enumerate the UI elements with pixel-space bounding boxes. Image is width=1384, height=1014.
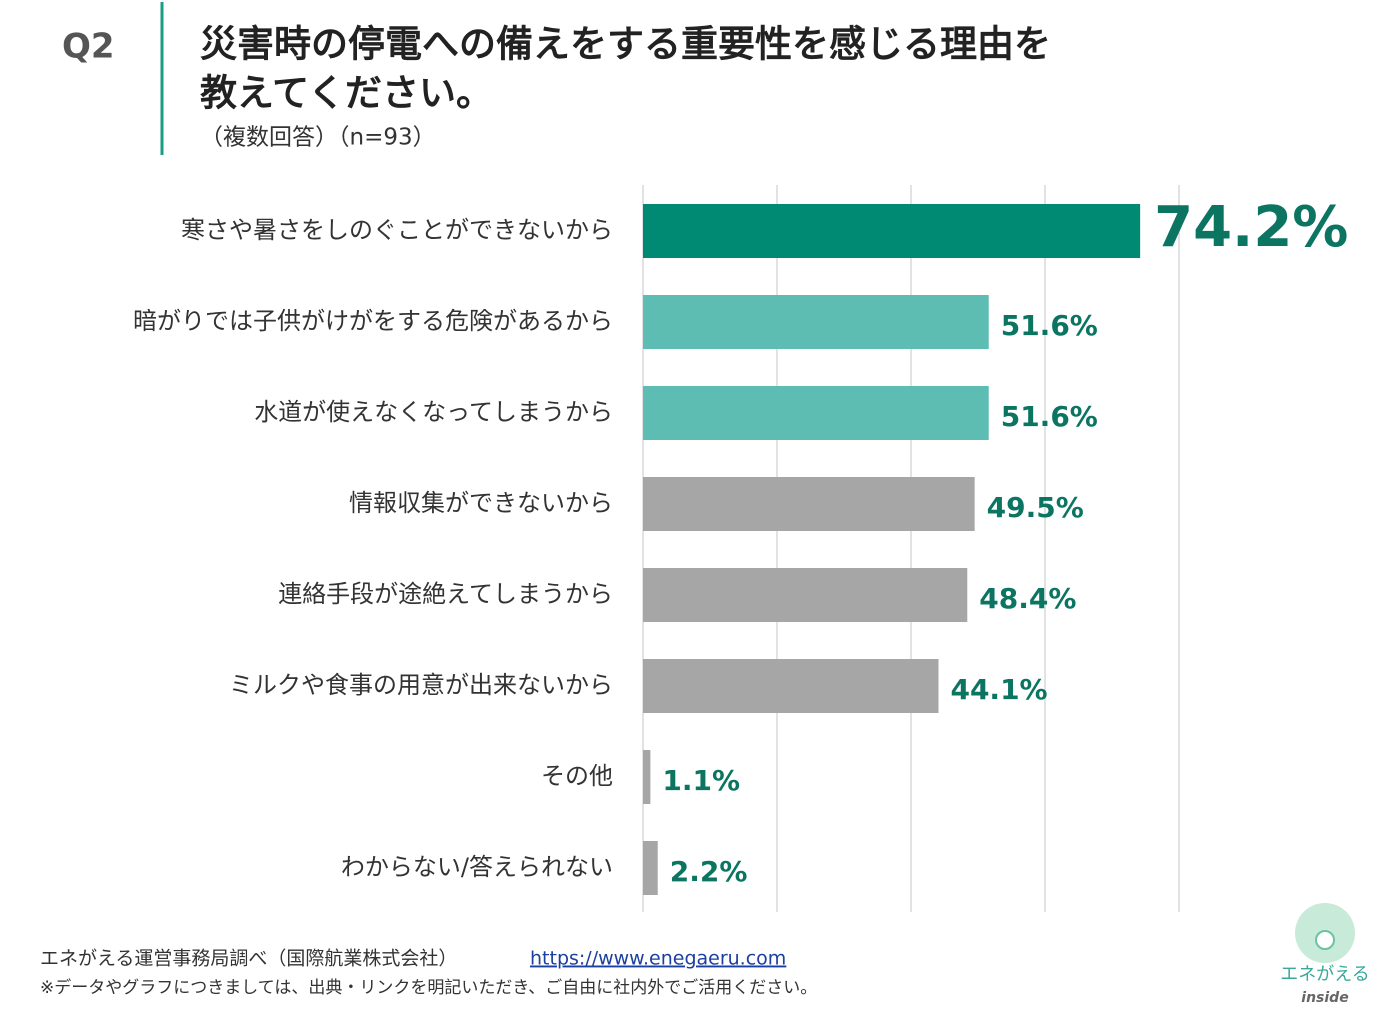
bar: [643, 841, 658, 895]
value-label: 49.5%: [987, 491, 1084, 524]
bar: [643, 659, 939, 713]
bar: [643, 204, 1141, 258]
value-label: 44.1%: [950, 673, 1047, 706]
bar: [643, 750, 651, 804]
category-label: 連絡手段が途絶えてしまうから: [278, 580, 613, 608]
value-label: 74.2%: [1154, 195, 1348, 260]
source: エネがえる運営事務局調べ（国際航業株式会社）: [40, 948, 457, 970]
logo-tagline: inside: [1301, 990, 1348, 1006]
category-label: ミルクや食事の用意が出来ないから: [229, 671, 613, 699]
category-label: 暗がりでは子供がけがをする危険があるから: [133, 307, 613, 335]
bar: [643, 386, 989, 440]
link[interactable]: https://www.enegaeru.com: [530, 948, 786, 970]
value-label: 48.4%: [979, 582, 1076, 615]
value-label: 2.2%: [670, 855, 748, 888]
chart-title: 教えてください。: [200, 72, 493, 115]
value-label: 1.1%: [662, 764, 740, 797]
subtitle: （複数回答）（n=93）: [200, 125, 436, 151]
value-label: 51.6%: [1001, 400, 1098, 433]
bar: [643, 295, 989, 349]
category-label: その他: [541, 762, 613, 790]
value-label: 51.6%: [1001, 309, 1098, 342]
chart-title: 災害時の停電への備えをする重要性を感じる理由を: [200, 23, 1051, 66]
logo-bulb: [1315, 930, 1335, 950]
logo-name: エネがえる: [1280, 964, 1369, 985]
bar: [643, 568, 968, 622]
question-label: Q2: [62, 27, 115, 67]
category-label: 水道が使えなくなってしまうから: [254, 398, 613, 426]
category-label: わからない/答えられない: [341, 853, 613, 881]
bar: [643, 477, 975, 531]
notice: ※データやグラフにつきましては、出典・リンクを明記いただき、ご自由に社内外でご活…: [40, 977, 817, 998]
category-label: 寒さや暑さをしのぐことができないから: [181, 216, 613, 244]
category-label: 情報収集ができないから: [349, 489, 613, 517]
